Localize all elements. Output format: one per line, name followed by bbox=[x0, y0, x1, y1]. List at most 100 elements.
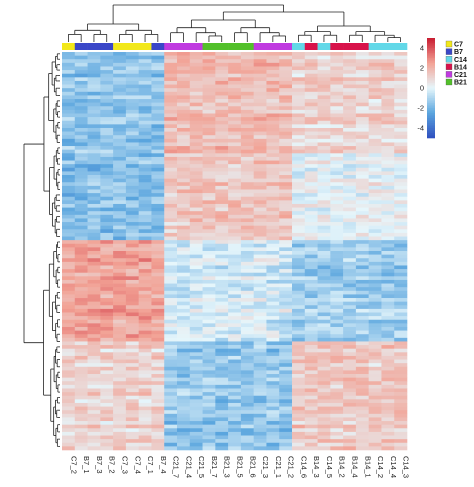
heatmap-cell bbox=[330, 435, 344, 440]
heatmap-cell bbox=[189, 113, 203, 118]
heatmap-cell bbox=[240, 442, 254, 447]
column-label: C7_4 bbox=[133, 456, 142, 474]
heatmap-cell bbox=[330, 410, 344, 415]
heatmap-cell bbox=[189, 287, 203, 292]
heatmap-cell bbox=[330, 352, 344, 357]
heatmap-cell bbox=[164, 236, 178, 241]
heatmap-cell bbox=[266, 160, 280, 165]
heatmap-cell bbox=[381, 95, 395, 100]
heatmap-cell bbox=[228, 142, 242, 147]
colorbar-segment bbox=[427, 46, 435, 49]
heatmap-cell bbox=[138, 276, 152, 281]
heatmap-cell bbox=[355, 171, 369, 176]
heatmap-cell bbox=[279, 442, 293, 447]
heatmap-cell bbox=[394, 279, 408, 284]
heatmap-cell bbox=[266, 109, 280, 114]
heatmap-cell bbox=[202, 131, 216, 136]
heatmap-cell bbox=[317, 381, 331, 386]
heatmap-cell bbox=[202, 236, 216, 241]
heatmap-cell bbox=[62, 211, 76, 216]
heatmap-cell bbox=[100, 91, 114, 96]
heatmap-cell bbox=[317, 402, 331, 407]
heatmap-cell bbox=[202, 442, 216, 447]
heatmap-cell bbox=[343, 185, 357, 190]
heatmap-cell bbox=[343, 120, 357, 125]
heatmap-cell bbox=[292, 254, 306, 259]
heatmap-cell bbox=[368, 402, 382, 407]
heatmap-cell bbox=[266, 171, 280, 176]
heatmap-cell bbox=[266, 117, 280, 122]
column-label: C21_2 bbox=[287, 456, 296, 478]
heatmap-cell bbox=[125, 52, 139, 56]
heatmap-cell bbox=[151, 428, 165, 433]
heatmap-cell bbox=[304, 59, 318, 64]
heatmap-cell bbox=[113, 279, 127, 284]
heatmap-cell bbox=[228, 175, 242, 179]
heatmap-cell bbox=[240, 106, 254, 111]
heatmap-cell bbox=[87, 77, 101, 82]
heatmap-cell bbox=[62, 229, 76, 234]
heatmap-cell bbox=[74, 319, 88, 324]
heatmap-cell bbox=[355, 59, 369, 64]
heatmap-cell bbox=[304, 131, 318, 136]
heatmap-cell bbox=[62, 265, 76, 270]
heatmap-cell bbox=[215, 164, 229, 169]
heatmap-cell bbox=[253, 319, 267, 324]
heatmap-cell bbox=[304, 399, 318, 404]
heatmap-cell bbox=[164, 88, 178, 93]
heatmap-cell bbox=[87, 363, 101, 368]
heatmap-cell bbox=[330, 413, 344, 418]
heatmap-cell bbox=[113, 446, 127, 451]
heatmap-cell bbox=[394, 175, 408, 179]
heatmap-cell bbox=[317, 236, 331, 241]
heatmap-cell bbox=[177, 80, 191, 85]
heatmap-cell bbox=[394, 120, 408, 125]
heatmap-cell bbox=[240, 341, 254, 346]
heatmap-cell bbox=[266, 207, 280, 212]
heatmap-cell bbox=[202, 120, 216, 125]
heatmap-cell bbox=[151, 439, 165, 444]
heatmap-cell bbox=[151, 301, 165, 306]
heatmap-cell bbox=[355, 301, 369, 306]
heatmap-cell bbox=[100, 287, 114, 292]
heatmap-cell bbox=[228, 276, 242, 281]
heatmap-cell bbox=[62, 185, 76, 190]
heatmap-cell bbox=[394, 200, 408, 205]
heatmap-cell bbox=[74, 431, 88, 436]
heatmap-cell bbox=[215, 203, 229, 208]
heatmap-cell bbox=[87, 402, 101, 407]
heatmap-cell bbox=[304, 232, 318, 237]
heatmap-cell bbox=[164, 149, 178, 154]
heatmap-cell bbox=[100, 70, 114, 75]
heatmap-cell bbox=[330, 142, 344, 147]
heatmap-cell bbox=[100, 330, 114, 335]
heatmap-cell bbox=[381, 66, 395, 71]
heatmap-cell bbox=[368, 359, 382, 364]
heatmap-cell bbox=[292, 431, 306, 436]
heatmap-cell bbox=[215, 113, 229, 118]
heatmap-cell bbox=[113, 247, 127, 252]
heatmap-cell bbox=[240, 102, 254, 107]
heatmap-cell bbox=[343, 135, 357, 140]
heatmap-cell bbox=[74, 178, 88, 183]
heatmap-cell bbox=[240, 207, 254, 212]
heatmap-cell bbox=[266, 381, 280, 386]
colorbar-segment bbox=[427, 83, 435, 85]
heatmap-cell bbox=[62, 377, 76, 382]
heatmap-cell bbox=[304, 254, 318, 259]
heatmap-cell bbox=[74, 265, 88, 270]
column-label: B7_2 bbox=[108, 456, 117, 474]
heatmap-cell bbox=[292, 55, 306, 60]
heatmap-cell bbox=[151, 417, 165, 422]
heatmap-cell bbox=[330, 153, 344, 158]
heatmap-cell bbox=[202, 366, 216, 371]
heatmap-cell bbox=[368, 232, 382, 237]
heatmap-cell bbox=[177, 153, 191, 158]
heatmap-cell bbox=[125, 207, 139, 212]
heatmap-cell bbox=[368, 236, 382, 241]
heatmap-cell bbox=[62, 417, 76, 422]
heatmap-cell bbox=[228, 439, 242, 444]
heatmap-cell bbox=[381, 52, 395, 56]
heatmap-cell bbox=[177, 62, 191, 67]
heatmap-cell bbox=[189, 160, 203, 165]
